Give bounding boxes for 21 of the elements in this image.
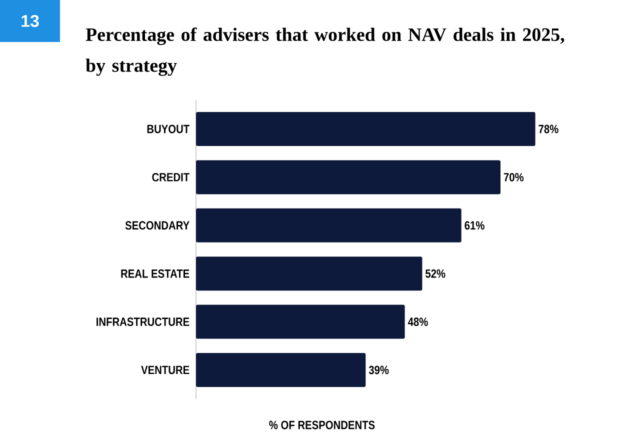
bar [196,256,422,291]
data-label: 39% [368,366,389,374]
chart-title: Percentage of advisers that worked on NAV deals in 2025, by strategy [86,28,564,76]
y-tick-label: CREDIT [152,172,190,182]
y-tick-label: BUYOUT [147,124,190,134]
bar [196,112,536,146]
bar [196,352,366,387]
bar [196,160,501,194]
data-label: 70% [504,172,524,182]
data-label: 48% [408,318,428,326]
y-tick-label: REAL ESTATE [121,269,190,278]
data-label: 78% [538,124,558,134]
data-label: 61% [464,221,484,230]
data-label: 52% [426,269,446,278]
y-tick-label: SECONDARY [125,221,190,230]
y-tick-label: INFRASTRUCTURE [96,318,190,326]
text: 13 [22,14,39,27]
bar [196,304,405,339]
y-tick-label: VENTURE [141,366,190,374]
bar [196,208,462,242]
x-axis-title: % OF RESPONDENTS [269,420,375,430]
